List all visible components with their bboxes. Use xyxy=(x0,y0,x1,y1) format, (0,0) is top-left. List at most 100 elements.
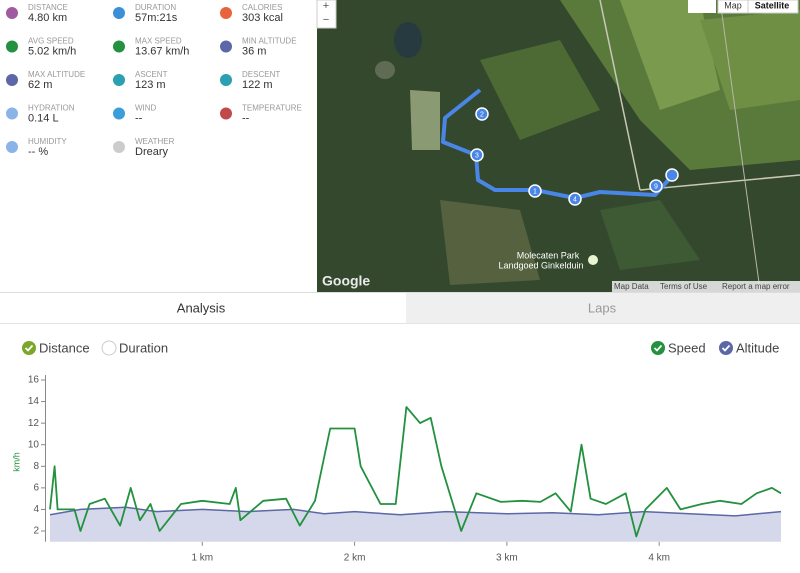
stat-value: 13.67 km/h xyxy=(135,45,189,57)
route-marker-label: 2 xyxy=(480,111,484,118)
toggle-label[interactable]: Distance xyxy=(39,340,90,355)
check xyxy=(721,344,731,352)
stat-icon xyxy=(113,74,125,86)
stat-label: WEATHER xyxy=(135,137,175,146)
map[interactable] xyxy=(316,0,800,292)
map-footer[interactable]: Report a map error xyxy=(722,282,790,291)
x-tick-label: 2 km xyxy=(344,553,366,564)
route-marker[interactable] xyxy=(470,148,484,162)
stat-icon xyxy=(6,74,18,86)
stat-label: MAX SPEED xyxy=(135,37,182,46)
stat-value: 5.02 km/h xyxy=(28,45,76,57)
zoom-in[interactable]: + xyxy=(323,0,329,12)
route-marker-label: 9 xyxy=(654,183,658,190)
stat-value: 4.80 km xyxy=(28,12,67,24)
place-label: Molecaten Park xyxy=(517,250,580,260)
stat-icon xyxy=(6,40,18,53)
stat-value: 0.14 L xyxy=(28,112,59,124)
stat-icon xyxy=(6,107,18,120)
legend-label[interactable]: Altitude xyxy=(736,340,779,355)
stats-panel xyxy=(0,0,317,292)
map-footer[interactable]: Map Data xyxy=(614,282,649,291)
stat-label: HYDRATION xyxy=(28,104,75,113)
check xyxy=(24,344,34,352)
x-tick-label: 4 km xyxy=(648,553,670,564)
altitude-line xyxy=(49,506,782,517)
y-tick-label: 2 xyxy=(33,526,39,537)
altitude-area xyxy=(50,507,781,542)
toggle-on[interactable] xyxy=(22,341,36,355)
stat-icon xyxy=(220,7,232,19)
stat-value: 122 m xyxy=(242,79,273,91)
y-tick-label: 14 xyxy=(28,396,40,407)
route-marker[interactable] xyxy=(475,107,489,121)
x-tick-label: 3 km xyxy=(496,553,518,564)
route-end[interactable] xyxy=(665,168,679,182)
legend: Speed Altitude xyxy=(651,340,779,355)
y-tick-label: 10 xyxy=(28,439,40,450)
stat-icon xyxy=(6,141,18,153)
stat-icon xyxy=(220,74,232,86)
stat-label: WIND xyxy=(135,104,157,113)
chart: 2 4 6 8 10 12 14 16 km/h 1 km 2 km 3 km 4 km xyxy=(11,375,782,564)
stat-icon xyxy=(113,107,125,120)
stat-label: TEMPERATURE xyxy=(242,104,302,113)
legend-toggle[interactable] xyxy=(719,341,733,355)
route-marker-label: 4 xyxy=(573,196,577,203)
map-button[interactable]: Map xyxy=(724,0,742,10)
toggle-label[interactable]: Duration xyxy=(119,340,168,355)
stat-icon xyxy=(113,40,125,53)
x-tick-label: 1 km xyxy=(191,553,213,564)
y-tick-label: 4 xyxy=(33,504,39,515)
y-axis-label: km/h xyxy=(11,452,21,472)
route-marker[interactable] xyxy=(649,179,663,193)
y-tick-label: 8 xyxy=(33,461,39,472)
stat-value: -- % xyxy=(28,146,48,158)
stat-label: DURATION xyxy=(135,3,176,12)
stat-label: AVG SPEED xyxy=(28,37,74,46)
map-button[interactable]: Satellite xyxy=(755,0,790,10)
tab-inactive[interactable] xyxy=(406,292,800,323)
stat-icon xyxy=(220,40,232,53)
stat-value: 123 m xyxy=(135,79,166,91)
y-tick-label: 16 xyxy=(28,375,40,386)
route-marker[interactable] xyxy=(528,184,542,198)
stat-icon xyxy=(113,7,125,19)
map-logo: Google xyxy=(322,273,370,289)
route-marker-label: 1 xyxy=(533,188,537,195)
stat-value: 303 kcal xyxy=(242,12,283,24)
place-label: Landgoed Ginkelduin xyxy=(498,260,583,270)
speed-line xyxy=(49,406,782,538)
stat-value: Dreary xyxy=(135,146,169,158)
stat-label: CALORIES xyxy=(242,3,282,12)
stat-label: DISTANCE xyxy=(28,3,68,12)
y-tick-label: 12 xyxy=(28,418,40,429)
toggle-off[interactable] xyxy=(101,340,117,356)
stat-label: MAX ALTITUDE xyxy=(28,70,85,79)
stat-icon xyxy=(6,7,18,19)
stat-value: 57m:21s xyxy=(135,12,178,24)
map-footer[interactable]: Terms of Use xyxy=(660,282,708,291)
tab-laps[interactable]: Laps xyxy=(588,300,617,315)
stat-icon xyxy=(113,141,125,153)
check xyxy=(653,344,663,352)
route-marker-label: 3 xyxy=(475,152,479,159)
stat-value: -- xyxy=(135,112,143,124)
stat-label: ASCENT xyxy=(135,70,168,79)
tab-analysis[interactable]: Analysis xyxy=(177,300,226,315)
stat-label: HUMIDITY xyxy=(28,137,67,146)
stat-icon xyxy=(220,107,232,120)
stat-value: -- xyxy=(242,112,250,124)
stat-value: 36 m xyxy=(242,45,266,57)
zoom-out[interactable]: − xyxy=(323,14,329,26)
stat-label: DESCENT xyxy=(242,70,280,79)
route-marker[interactable] xyxy=(568,192,582,206)
legend-toggle[interactable] xyxy=(651,341,665,355)
y-tick-label: 6 xyxy=(33,483,39,494)
legend-label[interactable]: Speed xyxy=(668,340,706,355)
stat-label: MIN ALTITUDE xyxy=(242,37,297,46)
